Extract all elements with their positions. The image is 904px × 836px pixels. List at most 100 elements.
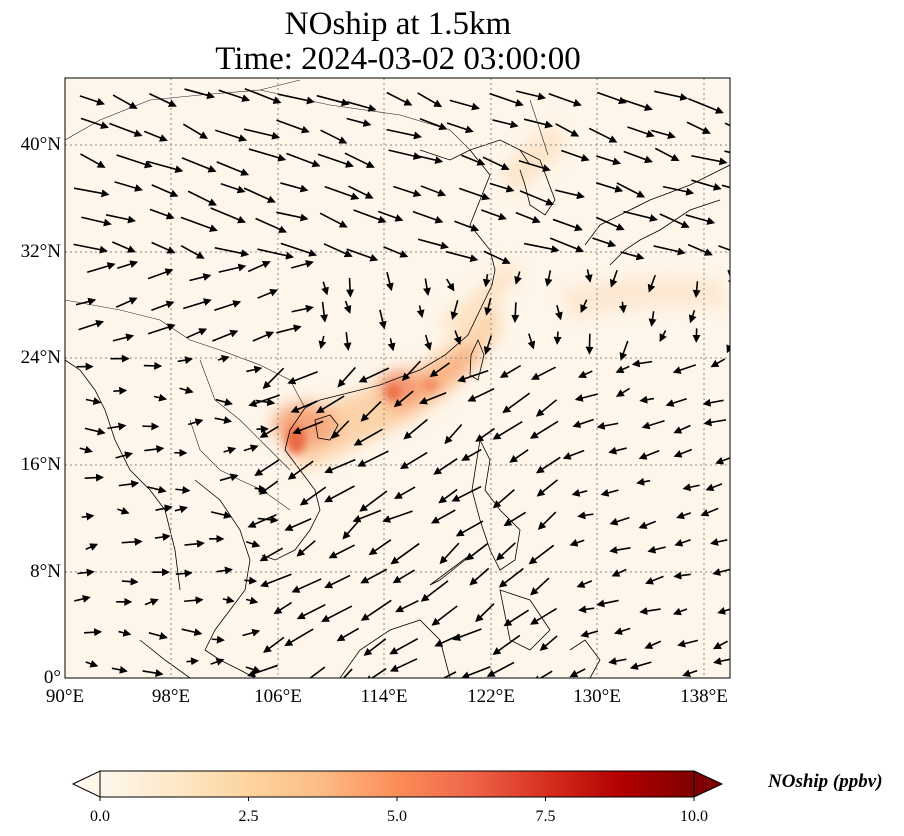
- wind-vector: [647, 274, 656, 293]
- wind-vector: [324, 458, 356, 474]
- wind-vector: [442, 671, 457, 678]
- wind-vector: [118, 628, 132, 637]
- wind-vector: [147, 485, 167, 494]
- wind-vector: [519, 190, 555, 206]
- wind-vector: [577, 370, 593, 378]
- wind-vector: [331, 420, 350, 439]
- wind-vector: [446, 278, 455, 292]
- wind-vector: [210, 511, 232, 519]
- wind-vector: [496, 542, 516, 561]
- wind-vector: [393, 185, 422, 198]
- wind-vector: [461, 448, 482, 461]
- wind-vector: [489, 182, 515, 193]
- wind-vector: [502, 392, 531, 414]
- wind-vector: [80, 153, 106, 168]
- wind-vector: [665, 398, 687, 407]
- wind-vector: [654, 90, 689, 101]
- wind-vector: [648, 311, 657, 327]
- wind-vector: [187, 190, 217, 206]
- wind-vector: [659, 330, 667, 343]
- wind-vector: [535, 456, 561, 474]
- wind-vector: [608, 657, 627, 666]
- colorbar-label-10: 10.0: [680, 808, 708, 825]
- lat-label-32: 32°N: [20, 241, 61, 262]
- wind-vector: [216, 566, 233, 575]
- wind-vector: [246, 365, 263, 374]
- wind-vector: [299, 486, 327, 506]
- wind-vector: [222, 595, 235, 604]
- wind-vector: [257, 288, 279, 299]
- wind-vector: [86, 262, 116, 274]
- colorbar-label-2.5: 2.5: [238, 808, 259, 825]
- wind-vector: [484, 297, 493, 316]
- wind-vector: [114, 181, 143, 192]
- wind-vector: [718, 245, 730, 251]
- wind-vector: [346, 117, 372, 127]
- wind-vector: [360, 400, 382, 422]
- coast-taiwan: [469, 338, 485, 381]
- wind-vector: [348, 185, 374, 199]
- wind-vector: [416, 305, 425, 319]
- wind-vector: [181, 628, 203, 637]
- wind-vector: [712, 568, 730, 576]
- wind-vector: [342, 519, 361, 540]
- wind-vector: [346, 248, 379, 262]
- wind-vector: [247, 260, 271, 273]
- wind-vector: [390, 542, 420, 565]
- wind-vector: [569, 538, 585, 547]
- wind-vector: [457, 369, 489, 383]
- wind-vector: [691, 154, 728, 166]
- wind-vector: [79, 95, 105, 106]
- coast-mindanao: [499, 589, 551, 651]
- wind-vector: [81, 512, 95, 521]
- wind-vector: [287, 370, 318, 385]
- wind-vector: [418, 392, 447, 405]
- wind-vector: [651, 129, 676, 139]
- wind-vector: [144, 445, 165, 454]
- lon-label-90: 90°E: [45, 686, 85, 707]
- wind-vector: [320, 301, 329, 323]
- wind-vector: [147, 323, 176, 335]
- wind-vector: [219, 473, 239, 482]
- wind-vector: [257, 248, 295, 260]
- wind-vector: [75, 297, 97, 306]
- wind-vector: [364, 668, 387, 678]
- wind-vector: [596, 599, 619, 608]
- wind-vector: [580, 299, 588, 313]
- wind-vector: [319, 212, 348, 228]
- wind-vector: [147, 268, 174, 280]
- wind-vector: [475, 427, 496, 442]
- wind-vector: [276, 211, 309, 222]
- wind-vector: [498, 567, 524, 588]
- wind-vector: [450, 300, 459, 320]
- wind-vector: [572, 418, 594, 428]
- wind-vector: [676, 511, 692, 520]
- coast-korea: [519, 149, 556, 216]
- colorbar-extend-min: [71, 770, 101, 798]
- wind-vector: [318, 335, 327, 350]
- wind-vector: [359, 490, 388, 512]
- wind-vector: [212, 329, 239, 342]
- wind-vector: [395, 599, 419, 613]
- wind-vector: [182, 123, 208, 139]
- wind-vector: [273, 601, 292, 615]
- wind-vector: [622, 98, 653, 112]
- wind-vector: [399, 451, 428, 470]
- lon-label-130: 130°E: [573, 686, 621, 707]
- wind-vector: [255, 217, 288, 233]
- wind-vector: [394, 486, 416, 499]
- wind-vector: [184, 88, 216, 100]
- wind-vector: [344, 152, 375, 168]
- wind-vector: [433, 458, 458, 475]
- wind-vector: [539, 635, 558, 651]
- wind-vector: [386, 91, 413, 106]
- lon-label-138: 138°E: [680, 686, 728, 707]
- wind-vector: [85, 660, 99, 668]
- wind-vector: [682, 483, 700, 492]
- wind-vector: [709, 538, 728, 546]
- wind-vector: [639, 395, 655, 404]
- wind-vector: [107, 422, 127, 431]
- wind-vector: [242, 628, 261, 637]
- wind-vector: [386, 128, 422, 140]
- wind-vector: [243, 128, 281, 140]
